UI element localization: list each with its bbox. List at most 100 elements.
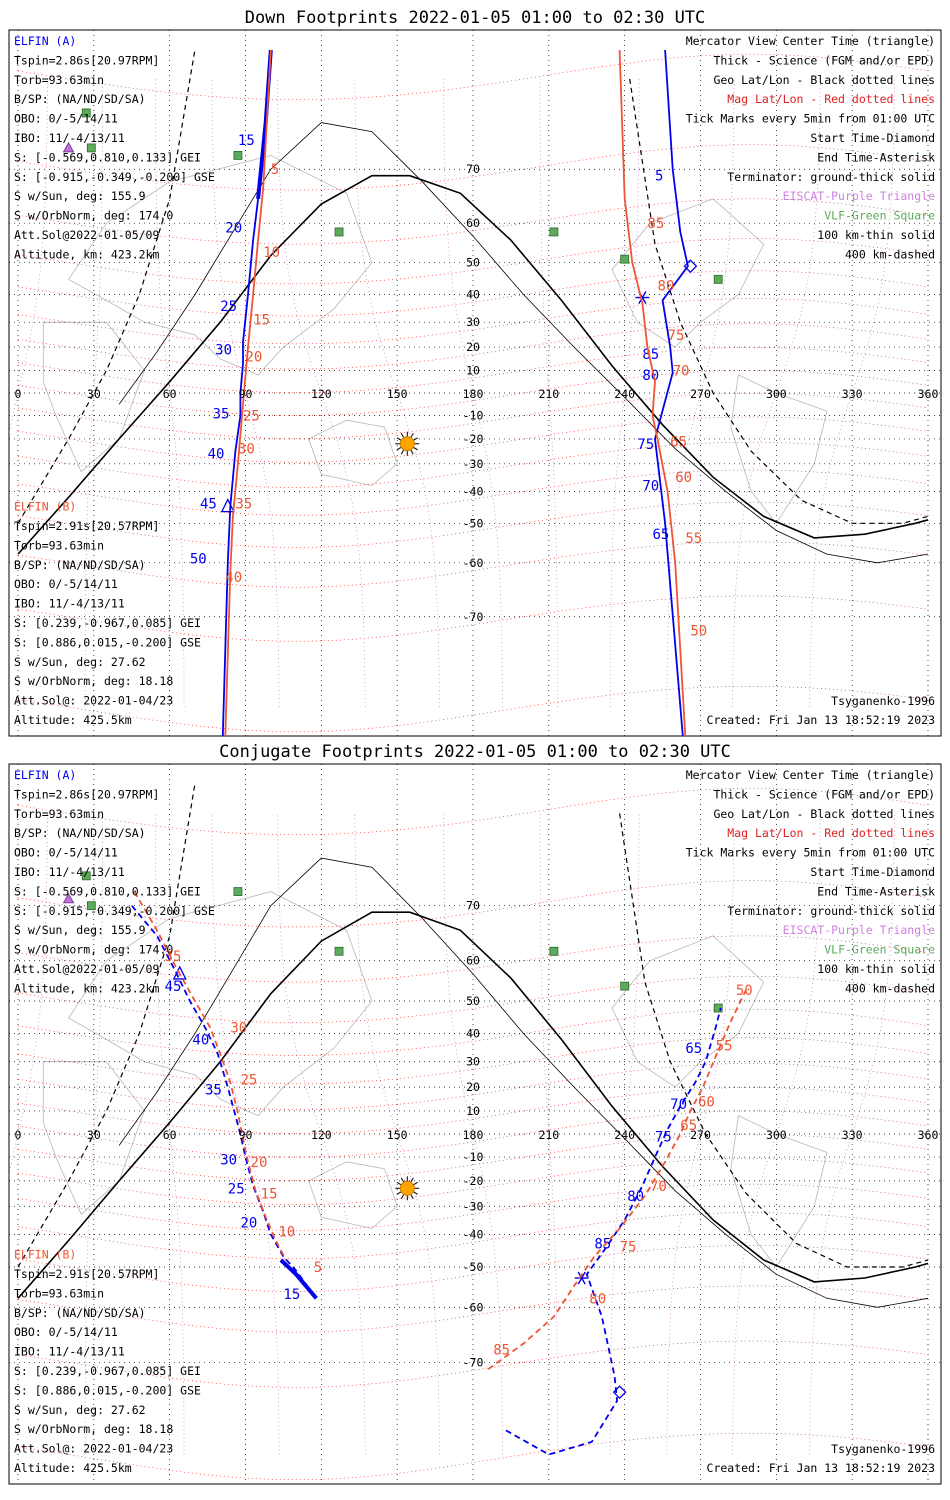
- tick-mark-label: 50: [190, 551, 207, 567]
- landmass: [730, 1115, 828, 1268]
- elfin-a-info-line: S: [-0.915,-0.349,-0.200] GSE: [14, 170, 215, 184]
- tick-mark-label: 60: [698, 1095, 715, 1111]
- tick-mark-label: 5: [271, 162, 279, 178]
- vlf-station-square: [620, 254, 630, 264]
- start-time-diamond: [612, 1385, 627, 1400]
- vlf-station-square: [334, 227, 344, 237]
- tick-mark-label: 70: [650, 1179, 667, 1195]
- footprint-track: [131, 905, 318, 1299]
- y-tick-label: -10: [463, 1150, 484, 1164]
- tick-labels: 0 30 60 90 120 150 180 210 240 270 300 330 360 70 60 50…: [15, 162, 939, 624]
- elfin-b-info-line: IBO: 11/-4/13/11: [14, 1345, 125, 1359]
- landmass: [308, 1161, 398, 1229]
- y-tick-label: -20: [463, 1174, 484, 1188]
- vlf-station-square: [81, 871, 91, 881]
- y-tick-label: -30: [463, 457, 484, 471]
- x-tick-label: 120: [311, 1128, 332, 1142]
- legend-entry: Start Time-Diamond: [810, 865, 935, 879]
- terminator-400km: [17, 49, 196, 524]
- y-tick-label: 30: [466, 1055, 480, 1069]
- landmass: [42, 1061, 145, 1215]
- elfin-b-info-line: S: [0.886,0.015,-0.200] GSE: [14, 1383, 201, 1397]
- y-tick-label: 70: [466, 899, 480, 913]
- y-tick-label: -40: [463, 484, 484, 498]
- tick-mark-label: 75: [637, 437, 654, 453]
- vlf-station-square: [713, 274, 723, 284]
- legend-entry: Thick - Science (FGM and/or EPD): [713, 787, 935, 801]
- tick-mark-label: 25: [228, 1181, 245, 1197]
- tick-mark-label: 20: [251, 1155, 268, 1171]
- x-tick-label: 90: [239, 1128, 253, 1142]
- y-tick-label: 70: [466, 162, 480, 176]
- terminator-ground: [17, 911, 929, 1299]
- legend: Mercator View Center Time (triangle) Thic…: [686, 34, 935, 261]
- x-tick-label: 120: [311, 387, 332, 401]
- footprint-series: 5 85 80 75 70 65: [635, 49, 698, 736]
- tick-mark-label: 15: [283, 1287, 300, 1303]
- x-tick-label: 360: [918, 387, 939, 401]
- legend-entry: VLF-Green Square: [824, 943, 935, 957]
- elfin-a-info-line: S w/Sun, deg: 155.9: [14, 189, 146, 203]
- tick-mark-label: 40: [208, 447, 225, 463]
- elfin-b-info-line: OBO: 0/-5/14/11: [14, 577, 118, 591]
- tick-mark-label: 60: [675, 470, 692, 486]
- elfin-b-info: ELFIN (B) Tspin=2.91s[20.57RPM] Torb=93.63…: [14, 500, 201, 727]
- footprint-track: [224, 49, 272, 736]
- footprint-track: [487, 989, 747, 1370]
- tick-mark-label: 20: [240, 1216, 257, 1232]
- tick-mark-label: 80: [642, 368, 659, 384]
- coastlines: [42, 891, 828, 1268]
- elfin-b-info-line: ELFIN (B): [14, 1248, 76, 1262]
- terminator-400km: [17, 783, 196, 1268]
- tick-mark-label: 75: [668, 328, 685, 344]
- y-tick-label: -60: [463, 1300, 484, 1314]
- y-tick-label: 20: [466, 1080, 480, 1094]
- x-tick-label: 240: [614, 1128, 635, 1142]
- tick-mark-label: 75: [655, 1129, 672, 1145]
- y-tick-label: 20: [466, 340, 480, 354]
- mag-meridian: [443, 78, 503, 708]
- elfin-a-info-line: B/SP: (NA/ND/SD/SA): [14, 92, 146, 106]
- map-area: 15 20 25 30 35 40 45 50 5 10 15 20 25 30 35 40 5 85 80 75 70…: [9, 30, 941, 736]
- vlf-station-square: [620, 981, 630, 991]
- tick-mark-label: 75: [620, 1240, 637, 1256]
- elfin-a-info-line: Tspin=2.86s[20.97RPM]: [14, 787, 159, 801]
- terminator-400km-east: [619, 813, 929, 1268]
- elfin-b-info-line: Tspin=2.91s[20.57RPM]: [14, 519, 159, 533]
- terminator-ground: [17, 174, 929, 555]
- vlf-station-square: [334, 946, 344, 956]
- legend-entry: EISCAT-Purple Triangle: [783, 189, 935, 203]
- chart-title: Down Footprints 2022-01-05 01:00 to 02:3…: [245, 8, 706, 28]
- tick-mark-label: 65: [670, 434, 687, 450]
- elfin-b-info-line: Torb=93.63min: [14, 538, 104, 552]
- tick-mark-label: 35: [213, 406, 230, 422]
- footprint-track: [618, 49, 687, 736]
- tick-mark-label: 35: [205, 1083, 222, 1099]
- y-tick-label: -30: [463, 1199, 484, 1213]
- tick-mark-label: 80: [658, 279, 675, 295]
- elfin-a-info-line: OBO: 0/-5/14/11: [14, 846, 118, 860]
- x-tick-label: 0: [15, 387, 22, 401]
- elfin-b-info-line: S w/OrbNorm, deg: 18.18: [14, 1422, 173, 1436]
- y-tick-label: 50: [466, 256, 480, 270]
- x-tick-label: 240: [614, 387, 635, 401]
- center-time-triangle: [220, 498, 235, 513]
- elfin-a-info-line: S: [-0.915,-0.349,-0.200] GSE: [14, 904, 215, 918]
- elfin-b-info-line: Att.Sol@: 2022-01-04/23: [14, 1442, 173, 1456]
- y-tick-label: -50: [463, 516, 484, 530]
- vlf-station-square: [549, 946, 559, 956]
- elfin-b-info-line: S: [0.239,-0.967,0.085] GEI: [14, 616, 201, 630]
- x-tick-label: 180: [463, 1128, 484, 1142]
- tick-mark-label: 30: [230, 1021, 247, 1037]
- y-tick-label: 60: [466, 954, 480, 968]
- vlf-station-square: [86, 143, 96, 153]
- elfin-b-info: ELFIN (B) Tspin=2.91s[20.57RPM] Torb=93.63…: [14, 1248, 201, 1475]
- end-time-asterisk: [574, 1271, 589, 1285]
- elfin-a-info-line: S w/Sun, deg: 155.9: [14, 923, 146, 937]
- landmass: [611, 198, 765, 348]
- x-tick-label: 0: [15, 1128, 22, 1142]
- y-tick-label: 30: [466, 315, 480, 329]
- x-tick-label: 60: [163, 387, 177, 401]
- legend-entry: 400 km-dashed: [845, 247, 935, 261]
